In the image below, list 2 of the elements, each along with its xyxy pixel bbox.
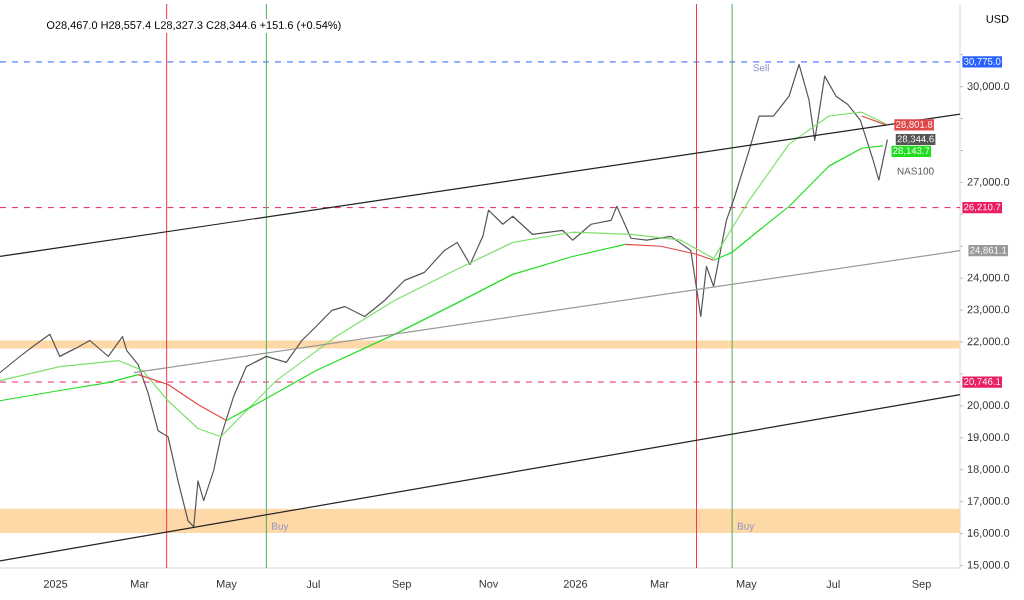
line-series xyxy=(0,63,888,528)
line-series xyxy=(0,111,887,438)
